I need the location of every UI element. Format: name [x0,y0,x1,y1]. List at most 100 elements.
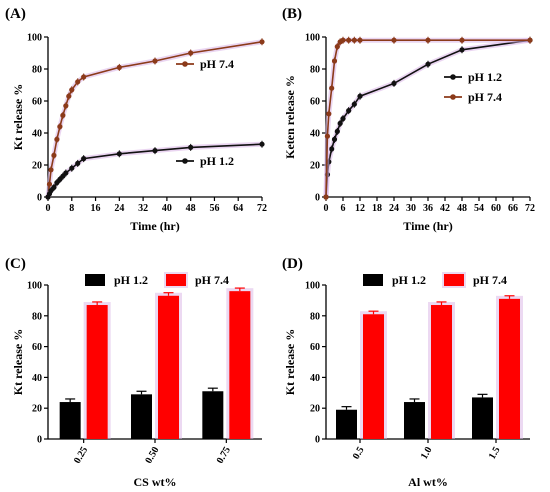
data-point [69,165,75,171]
y-tick-label: 0 [315,435,320,446]
data-point [334,128,340,134]
data-point [152,58,158,64]
legend-label: pH 7.4 [195,273,229,287]
y-tick-label: 60 [32,342,42,353]
data-point [259,39,265,45]
x-tick-label: 56 [209,203,219,214]
data-point [337,120,343,126]
x-tick-label: 8 [69,203,74,214]
bar [499,298,520,439]
x-tick-label: 0.75 [215,445,233,466]
series-line [47,41,263,198]
bar [158,295,179,439]
data-point [425,37,431,43]
series-pH-1-2: pH 1.2 [323,36,533,201]
legend-label: pH 1.2 [392,273,426,287]
y-tick-label: 60 [310,97,320,108]
legend-label: pH 1.2 [200,154,234,168]
x-tick-label: 54 [474,203,484,214]
data-point [331,58,338,64]
y-tick-label: 0 [37,193,42,204]
bar [431,305,452,439]
data-point [324,133,331,139]
data-point [48,167,54,173]
bar-panel: 0 20 40 60 80 100 Kt release % (C) 0.25 0.50 0.75 C… [5,256,262,489]
y-tick-label: 60 [32,97,42,108]
x-tick-label: 0.5 [351,445,367,461]
x-axis-title: Time (hr) [130,219,179,233]
data-point [188,50,194,56]
data-point [75,160,81,166]
bar [472,397,493,439]
y-tick-label: 20 [32,404,42,415]
x-tick-label: 72 [257,203,267,214]
line-panel: 0 20 40 60 80 100 Kt release % (A) 0 8 16 24 32 40 48 5… [5,6,267,233]
y-tick-label: 40 [310,373,320,384]
data-point [329,85,335,91]
y-tick-label: 20 [310,404,320,415]
panel-label: (B) [282,6,302,22]
legend-label: pH 1.2 [114,273,148,287]
x-axis-title: CS wt% [133,475,176,489]
x-tick-label: 30 [406,203,416,214]
y-axis-title: Keten release % [283,75,297,159]
data-point [81,156,87,162]
legend-marker [182,61,188,67]
legend-marker [182,158,188,164]
legend-swatch [166,274,186,286]
legend-marker [450,74,456,80]
series-pH-7-4: pH 7.4 [45,38,265,201]
x-tick-label: 48 [457,203,467,214]
data-point [66,93,72,99]
data-point [326,111,332,117]
y-tick-label: 0 [37,435,42,446]
data-point [459,47,465,53]
bar [59,402,81,439]
panel-label: (D) [282,256,303,272]
legend-swatch [444,274,464,286]
bar [202,391,224,439]
data-point [51,152,57,158]
legend-swatch [85,274,105,286]
legend-label: pH 1.2 [468,70,502,84]
x-tick-label: 1.5 [487,445,503,461]
data-point [116,151,122,157]
y-tick-label: 100 [305,281,320,292]
data-point [527,37,533,43]
x-tick-label: 0 [46,203,51,214]
x-tick-label: 40 [162,203,172,214]
data-point [152,148,158,154]
x-tick-label: 72 [525,203,535,214]
y-tick-label: 100 [27,33,42,44]
x-tick-label: 66 [508,203,518,214]
x-axis-title: Time (hr) [403,219,452,233]
y-tick-label: 80 [310,65,320,76]
data-point [63,170,69,176]
x-tick-label: 18 [372,203,382,214]
x-tick-label: 0.25 [72,445,90,466]
x-tick-label: 24 [114,203,124,214]
y-tick-label: 80 [32,65,42,76]
y-tick-label: 80 [32,311,42,322]
data-point [357,37,363,43]
data-point [340,116,346,122]
data-point [425,61,431,67]
data-point [351,37,357,43]
data-point [357,93,363,99]
y-tick-label: 100 [27,281,42,292]
data-point [60,112,66,118]
series-pH-1-2: pH 1.2 [45,140,265,201]
y-axis-title: Kt release % [283,329,297,395]
x-tick-label: 0.50 [143,445,161,466]
y-tick-label: 40 [32,373,42,384]
x-tick-label: 0 [324,203,329,214]
x-tick-label: 16 [91,203,101,214]
data-point [259,141,265,147]
data-point [46,181,53,187]
legend-label: pH 7.4 [468,90,502,104]
x-tick-label: 64 [233,203,243,214]
data-point [75,79,81,85]
panel-label: (A) [5,6,26,22]
y-tick-label: 100 [305,33,320,44]
